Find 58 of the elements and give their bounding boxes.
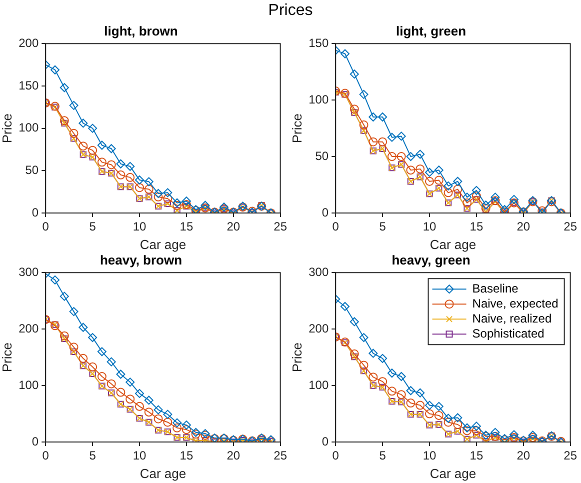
x-tick-label: 5	[379, 220, 386, 234]
y-tick-label: 100	[308, 378, 329, 392]
x-tick-label: 10	[422, 220, 436, 234]
x-axis-title: Car age	[430, 466, 476, 481]
y-tick-label: 50	[25, 162, 39, 177]
y-tick-label: 150	[18, 78, 39, 92]
y-tick-label: 0	[32, 205, 39, 220]
x-tick-label: 25	[274, 448, 288, 463]
x-tick-label: 5	[379, 448, 386, 463]
x-tick-label: 15	[470, 220, 484, 234]
y-tick-label: 0	[322, 205, 329, 220]
x-tick-label: 20	[226, 220, 240, 234]
x-axis-title: Car age	[430, 236, 476, 252]
y-axis-title: Price	[0, 113, 14, 144]
y-tick-label: 100	[18, 378, 39, 392]
x-tick-label: 10	[132, 448, 146, 463]
x-tick-label: 15	[180, 220, 194, 234]
x-tick-label: 0	[42, 448, 50, 463]
chart-title: light, green	[396, 23, 466, 38]
y-axis-title: Price	[289, 113, 304, 144]
y-axis-title: Price	[289, 342, 304, 372]
x-tick-label: 10	[422, 448, 436, 463]
y-tick-label: 200	[18, 36, 39, 50]
x-tick-label: 15	[180, 448, 194, 463]
x-tick-label: 0	[332, 220, 340, 234]
chart-title: heavy, brown	[100, 252, 182, 268]
x-tick-label: 0	[42, 220, 50, 234]
chart-title: heavy, green	[392, 252, 470, 268]
x-tick-label: 5	[89, 220, 96, 234]
text: Prices	[267, 2, 314, 20]
y-tick-label: 0	[32, 434, 39, 448]
y-tick-label: 0	[322, 434, 329, 448]
legend-label: Baseline	[472, 281, 519, 296]
x-axis-title: Car age	[140, 466, 186, 481]
x-tick-label: 0	[332, 448, 340, 463]
x-tick-label: 20	[516, 448, 530, 463]
x-tick-label: 10	[132, 220, 146, 234]
y-tick-label: 200	[18, 321, 39, 336]
legend-label: Naive, expected	[472, 296, 558, 310]
y-tick-label: 300	[308, 264, 329, 279]
x-tick-label: 5	[89, 448, 96, 463]
y-axis-title: Price	[0, 342, 14, 372]
x-tick-label: 15	[470, 448, 484, 463]
x-axis-title: Car age	[140, 236, 186, 252]
y-tick-label: 150	[308, 36, 329, 50]
x-tick-label: 25	[274, 220, 288, 234]
x-tick-label: 20	[226, 448, 240, 463]
y-tick-label: 50	[315, 148, 329, 163]
chart-title: light, brown	[104, 23, 178, 38]
y-tick-label: 200	[308, 321, 329, 336]
x-tick-label: 25	[564, 448, 578, 463]
x-tick-label: 25	[564, 220, 578, 234]
legend-label: Naive, realized	[472, 311, 552, 326]
legend-label: Sophisticated	[472, 326, 544, 340]
y-tick-label: 300	[18, 264, 39, 279]
x-tick-label: 20	[516, 220, 530, 234]
y-tick-label: 100	[18, 120, 39, 135]
y-tick-label: 100	[308, 92, 329, 106]
